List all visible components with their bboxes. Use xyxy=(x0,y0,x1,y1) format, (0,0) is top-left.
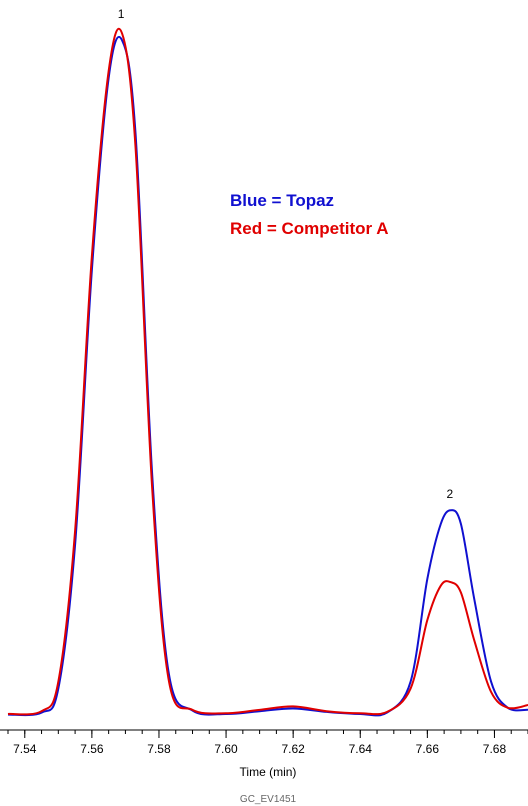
x-axis: 7.54 7.56 7.58 7.60 7.62 7.64 7.66 7.68 xyxy=(0,729,528,756)
figure-code: GC_EV1451 xyxy=(240,794,297,805)
legend-entry: Blue = Topaz xyxy=(230,191,334,210)
series-lines xyxy=(7,27,528,717)
x-tick-label: 7.60 xyxy=(214,742,238,756)
peak-label: 1 xyxy=(118,7,125,21)
x-tick-label: 7.56 xyxy=(80,742,104,756)
x-tick-label: 7.66 xyxy=(416,742,440,756)
x-axis-label: Time (min) xyxy=(240,765,297,779)
x-tick-label: 7.64 xyxy=(349,742,373,756)
x-tick-label: 7.58 xyxy=(147,742,171,756)
peak-label: 2 xyxy=(446,487,453,501)
peak-labels: 12 xyxy=(118,7,454,501)
x-tick-label: 7.68 xyxy=(483,742,507,756)
legend-entry: Red = Competitor A xyxy=(230,219,389,238)
legend: Blue = Topaz Red = Competitor A xyxy=(230,191,389,238)
series-line-1 xyxy=(7,35,528,717)
x-tick-label: 7.62 xyxy=(281,742,305,756)
x-tick-label: 7.54 xyxy=(13,742,37,756)
series-line-2 xyxy=(7,27,528,716)
